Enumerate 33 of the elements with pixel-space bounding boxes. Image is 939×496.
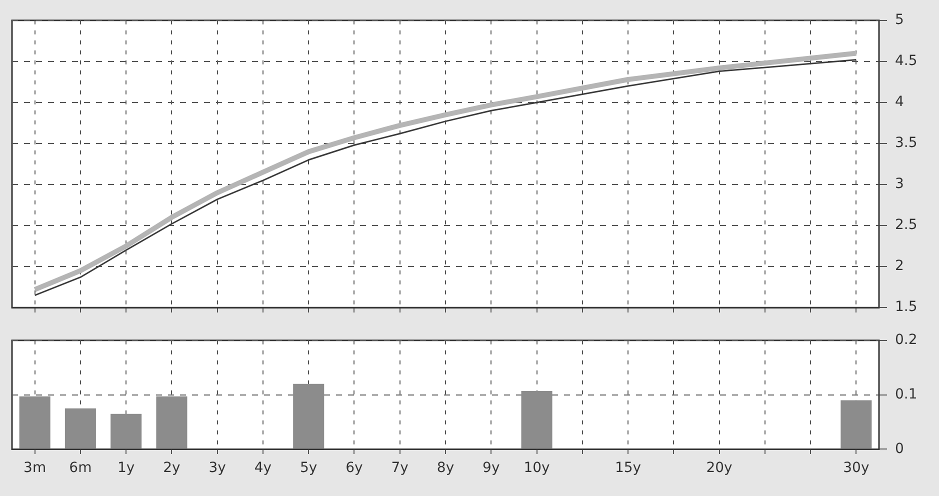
y-tick-label: 4 — [895, 94, 904, 110]
y-tick-label: 0.1 — [895, 386, 918, 402]
y-tick-label: 1.5 — [895, 299, 918, 316]
y-tick-label: 4.5 — [895, 53, 918, 70]
x-tick-label: 5y — [300, 460, 318, 476]
bar — [521, 390, 552, 449]
bar — [156, 396, 188, 449]
x-tick-label: 3m — [24, 460, 46, 476]
x-tick-label: 8y — [436, 460, 454, 476]
x-tick-label: 30y — [843, 460, 870, 476]
y-tick-label: 2 — [895, 258, 904, 274]
y-tick-label: 3 — [895, 176, 904, 192]
x-tick-label: 6m — [69, 460, 92, 476]
x-tick-label: 6y — [346, 460, 363, 476]
x-tick-label: 20y — [706, 460, 732, 476]
y-tick-label: 0.2 — [895, 332, 918, 348]
x-tick-label: 2y — [163, 460, 180, 476]
x-tick-label: 1y — [117, 460, 135, 476]
x-tick-label: 10y — [524, 460, 550, 476]
bar — [110, 414, 142, 449]
x-tick-label: 15y — [614, 460, 642, 476]
y-tick-label: 3.5 — [895, 135, 918, 152]
y-tick-label: 0 — [895, 440, 904, 457]
y-tick-label: 5 — [895, 12, 904, 28]
bar — [840, 400, 872, 449]
y-tick-label: 2.5 — [895, 217, 918, 234]
x-tick-label: 7y — [391, 460, 408, 476]
x-tick-label: 4y — [254, 460, 272, 476]
bar — [293, 384, 324, 449]
bar — [19, 396, 50, 449]
bar — [64, 408, 96, 449]
x-tick-label: 3y — [208, 460, 226, 476]
x-tick-label: 9y — [482, 460, 500, 476]
